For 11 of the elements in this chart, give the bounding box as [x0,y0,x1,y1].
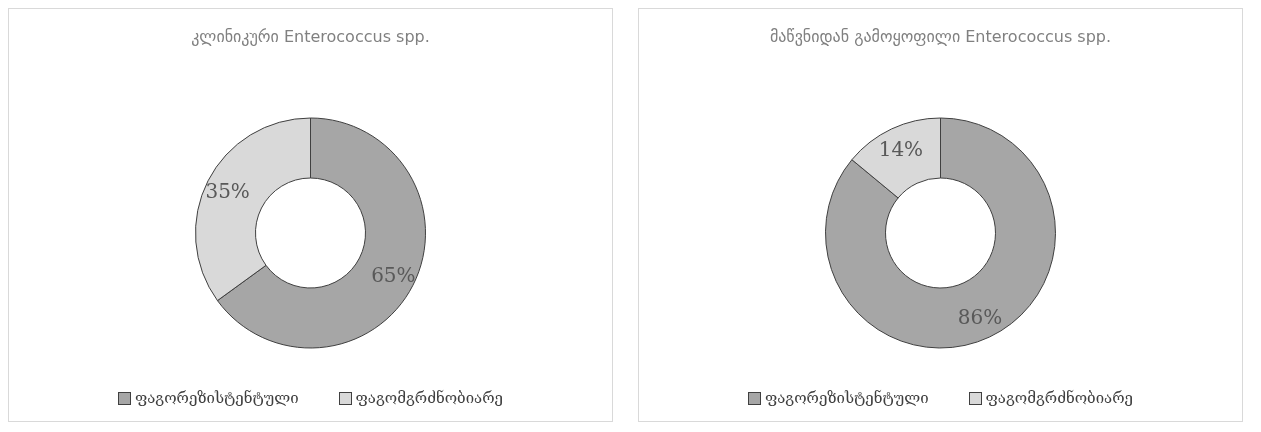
legend-label: ფაგორეზისტენტული [135,389,299,407]
data-label: 86% [957,305,1003,330]
data-label: 65% [371,263,416,288]
chart-title: მაწვნიდან გამოყოფილი Enterococcus spp. [768,27,1113,46]
data-label: 14% [878,136,924,161]
legend-label: ფაგომგრძნობიარე [985,389,1133,407]
legend-label: ფაგომგრძნობიარე [355,389,503,407]
legend-label: ფაგორეზისტენტული [765,389,929,407]
data-label: 35% [205,178,250,203]
donut-slice [825,117,1056,349]
chart-title: კლინიკური Enterococcus spp. [190,27,431,46]
